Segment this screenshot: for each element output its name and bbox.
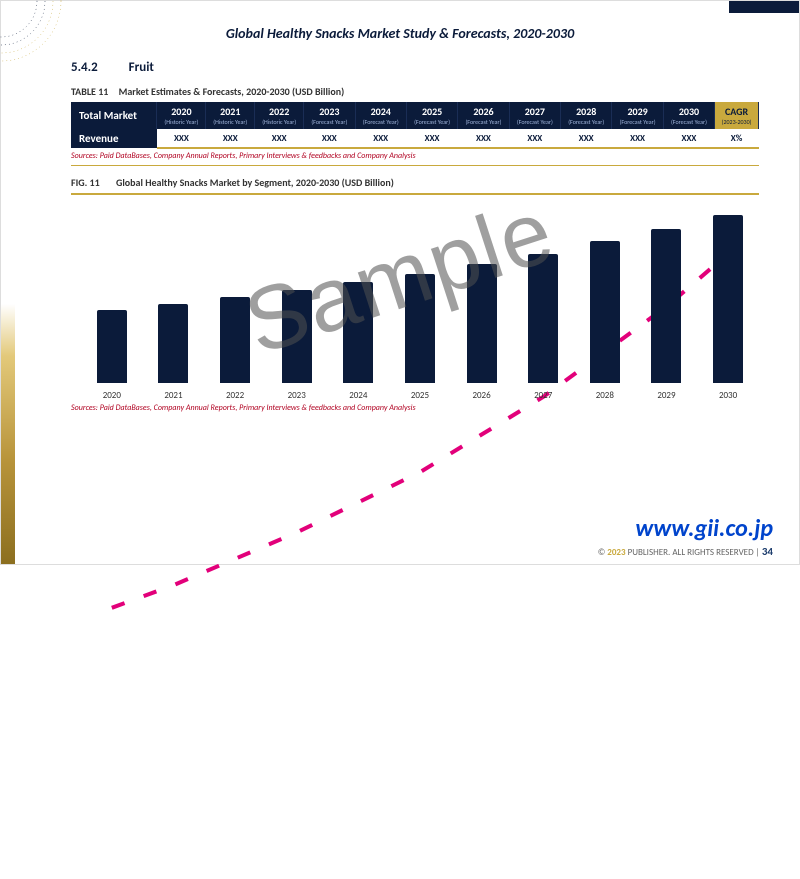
table-col-header: 2023(Forecast Year) [304, 102, 355, 129]
table-col-header: 2022(Historic Year) [255, 102, 304, 129]
section-heading: 5.4.2 Fruit [71, 60, 759, 75]
table-col-header: 2025(Forecast Year) [406, 102, 457, 129]
table-cell: XXX [612, 129, 663, 148]
table-row-header: Revenue [71, 129, 157, 148]
figure-caption: FIG. 11 Global Healthy Snacks Market by … [71, 176, 759, 195]
figure-label: FIG. 11 [71, 176, 100, 189]
chart-x-label: 2025 [405, 390, 435, 401]
document-title: Global Healthy Snacks Market Study & For… [1, 25, 799, 42]
chart-bar [97, 310, 127, 383]
table-col-header: 2029(Forecast Year) [612, 102, 663, 129]
footer-copyright: © 2023 PUBLISHER. ALL RIGHTS RESERVED | … [598, 545, 773, 558]
table-cell: XXX [304, 129, 355, 148]
chart-bar [220, 297, 250, 383]
table-cell: XXX [355, 129, 406, 148]
chart-bar [282, 290, 312, 383]
table-cell: XXX [458, 129, 509, 148]
table-cagr-header: CAGR(2023-2030) [715, 102, 759, 129]
chart-x-label: 2026 [467, 390, 497, 401]
chart-bar [528, 254, 558, 383]
chart-x-label: 2023 [282, 390, 312, 401]
copyright-symbol: © [598, 547, 606, 558]
table-cell: XXX [663, 129, 714, 148]
chart-x-label: 2027 [528, 390, 558, 401]
chart-bar [651, 229, 681, 383]
section-number: 5.4.2 [71, 60, 98, 75]
table-col-header: 2020(Historic Year) [157, 102, 206, 129]
copyright-year: 2023 [607, 547, 625, 558]
table-source: Sources: Paid DataBases, Company Annual … [71, 151, 759, 166]
table-col-header: 2027(Forecast Year) [509, 102, 560, 129]
section-title: Fruit [129, 60, 154, 75]
table-cagr-cell: X% [715, 129, 759, 148]
table-caption-text: Market Estimates & Forecasts, 2020-2030 … [119, 85, 345, 98]
page-footer: www.gii.co.jp © 2023 PUBLISHER. ALL RIGH… [598, 514, 773, 558]
chart-x-label: 2022 [220, 390, 250, 401]
chart-bar [590, 241, 620, 383]
market-table: Total Market 2020(Historic Year)2021(His… [71, 102, 759, 149]
chart-x-label: 2028 [590, 390, 620, 401]
table-col-header: 2028(Forecast Year) [561, 102, 612, 129]
chart-x-label: 2029 [651, 390, 681, 401]
content-area: 5.4.2 Fruit TABLE 11 Market Estimates & … [1, 42, 799, 417]
table-col-header: 2030(Forecast Year) [663, 102, 714, 129]
chart-x-label: 2030 [713, 390, 743, 401]
table-label: TABLE 11 [71, 85, 108, 98]
chart-bar [405, 274, 435, 383]
table-cell: XXX [561, 129, 612, 148]
figure-caption-text: Global Healthy Snacks Market by Segment,… [116, 176, 394, 189]
figure-source: Sources: Paid DataBases, Company Annual … [71, 403, 759, 417]
chart-x-label: 2021 [158, 390, 188, 401]
table-col-header: 2026(Forecast Year) [458, 102, 509, 129]
bar-chart: 2020 2021 2022 2023 2024 2025 2026 2027 2028 2029… [41, 201, 759, 401]
table-header-corner: Total Market [71, 102, 157, 129]
page-number: 34 [762, 545, 773, 558]
left-gold-strip [1, 304, 15, 564]
chart-x-label: 2024 [343, 390, 373, 401]
table-col-header: 2024(Forecast Year) [355, 102, 406, 129]
table-cell: XXX [509, 129, 560, 148]
footer-url: www.gii.co.jp [598, 514, 773, 543]
chart-bar [467, 264, 497, 383]
table-cell: XXX [206, 129, 255, 148]
table-cell: XXX [157, 129, 206, 148]
table-cell: XXX [255, 129, 304, 148]
copyright-text: PUBLISHER. ALL RIGHTS RESERVED | [628, 547, 760, 558]
table-caption: TABLE 11 Market Estimates & Forecasts, 2… [71, 85, 759, 98]
table-col-header: 2021(Historic Year) [206, 102, 255, 129]
chart-bar [158, 304, 188, 383]
chart-bar [343, 282, 373, 383]
chart-x-label: 2020 [97, 390, 127, 401]
top-accent-bar [729, 1, 799, 13]
chart-bar [713, 215, 743, 383]
table-cell: XXX [406, 129, 457, 148]
